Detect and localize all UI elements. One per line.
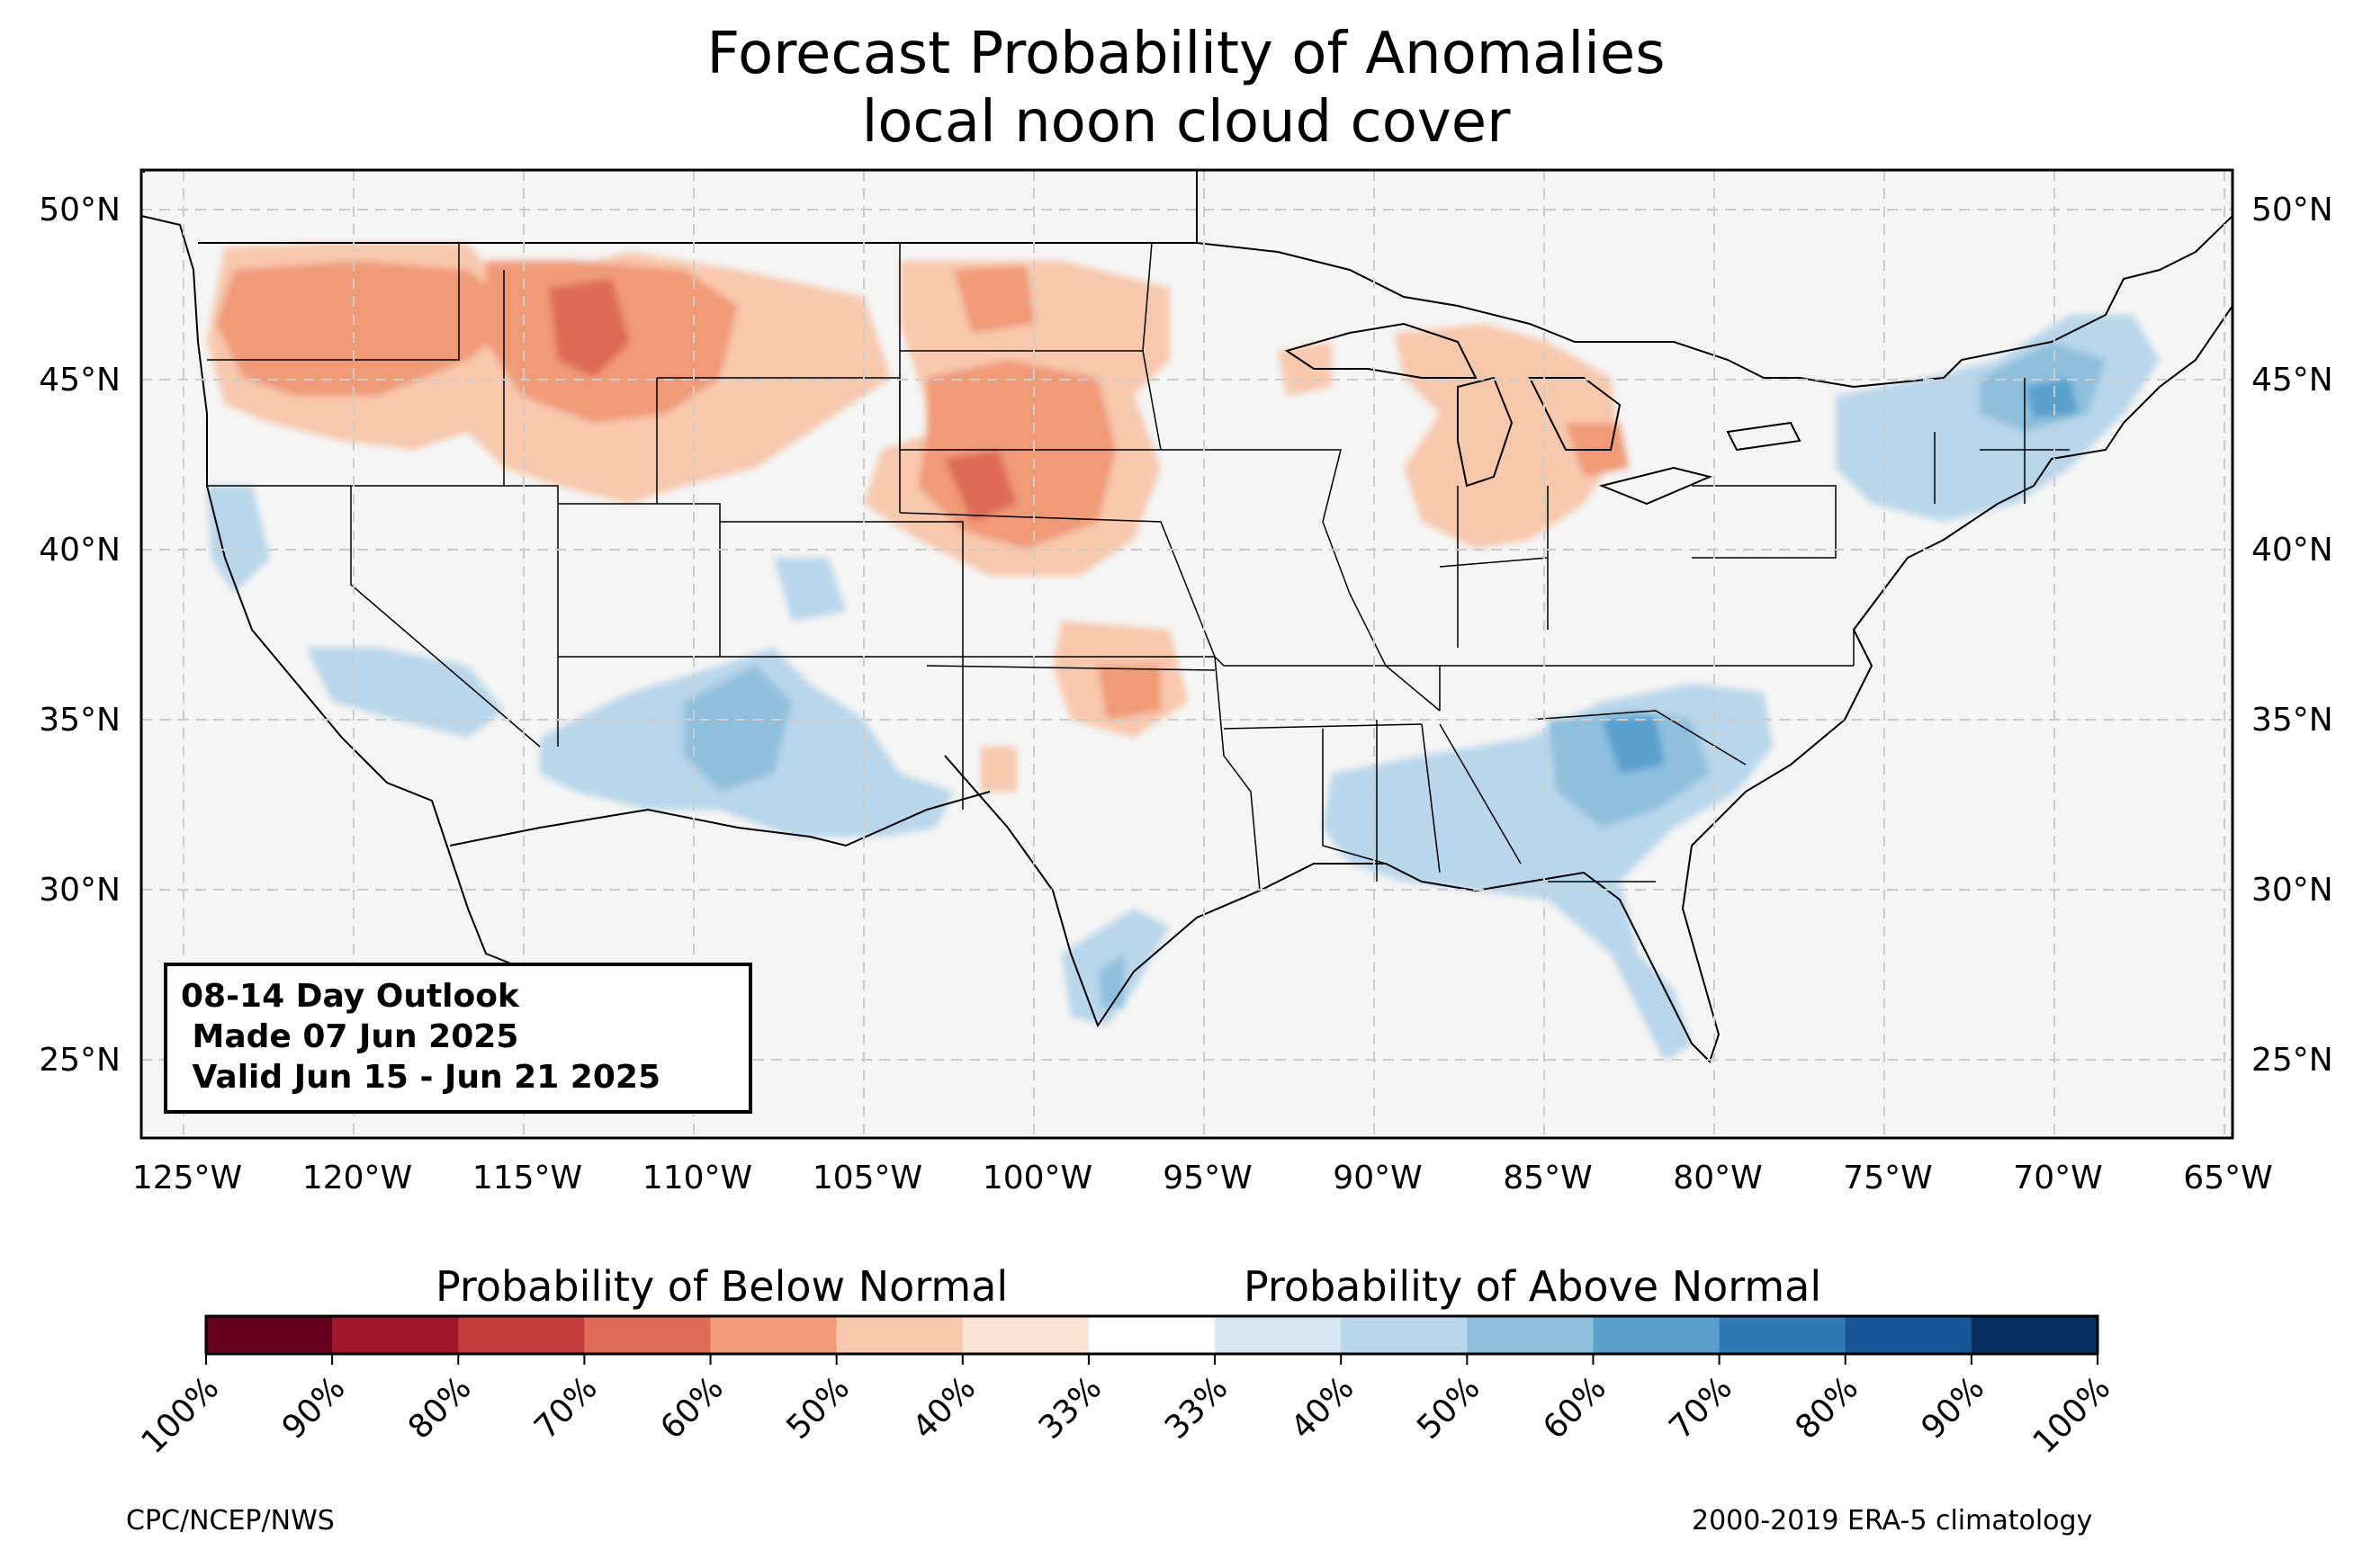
above-region-arizona-core [684, 666, 792, 792]
lon-label-100: 100°W [983, 1160, 1092, 1196]
lat-label-left-40: 40°N [39, 532, 121, 569]
colorbar-tick-label: 80% [401, 1369, 479, 1447]
lat-label-right-50: 50°N [2251, 192, 2333, 228]
map-subtitle: local noon cloud cover [861, 89, 1511, 156]
lon-label-70: 70°W [2013, 1160, 2102, 1196]
lat-label-left-30: 30°N [39, 872, 121, 909]
below-region-pacific-northwest [216, 261, 522, 396]
colorbar [206, 1316, 2098, 1354]
colorbar-segment [1971, 1316, 2098, 1354]
lat-label-right-45: 45°N [2251, 362, 2333, 399]
colorbar-frame [204, 1314, 2099, 1356]
colorbar-tick-label: 100% [2026, 1369, 2118, 1461]
lat-label-right-40: 40°N [2251, 532, 2333, 569]
colorbar-segment [458, 1316, 585, 1354]
colorbar-segment [1719, 1316, 1846, 1354]
above-region-new-england-core [2025, 378, 2079, 418]
colorbar-segment [1215, 1316, 1342, 1354]
colorbar-tick-label: 90% [275, 1369, 353, 1447]
northeast-border [1196, 215, 2233, 389]
colorbar-ticks: 100% 90% 80% 70% 60% 50% 40% 33% 33% 40% 50% 60% 70%… [135, 1354, 2118, 1461]
colorbar-segment [710, 1316, 838, 1354]
lake-huron [1528, 377, 1622, 451]
below-region-core-montana [549, 279, 630, 378]
lon-label-85: 85°W [1503, 1160, 1592, 1196]
colorbar-segment [1088, 1316, 1216, 1354]
lat-label-right-25: 25°N [2251, 1042, 2333, 1079]
lon-label-120: 120°W [302, 1160, 412, 1196]
west-coastline [141, 215, 595, 1089]
lat-label-left-50: 50°N [39, 192, 121, 228]
colorbar-tick-label: 100% [135, 1369, 227, 1461]
colorbar-tick-label: 70% [527, 1369, 605, 1447]
map-title: Forecast Probability of Anomalies [706, 21, 1666, 87]
above-region-northern-california [207, 486, 270, 594]
colorbar-tick-label: 60% [653, 1369, 731, 1447]
lon-label-105: 105°W [813, 1160, 922, 1196]
lon-label-95: 95°W [1163, 1160, 1252, 1196]
lat-label-right-35: 35°N [2251, 702, 2333, 739]
outlook-box: 08-14 Day Outlook Made 07 Jun 2025 Valid… [164, 963, 752, 1114]
colorbar-segment [332, 1316, 459, 1354]
lon-label-90: 90°W [1333, 1160, 1422, 1196]
lake-superior [1284, 322, 1478, 379]
lat-label-left-45: 45°N [39, 362, 121, 399]
anomaly-shading [207, 243, 2160, 1062]
colorbar-tick-label: 70% [1662, 1369, 1739, 1447]
colorbar-segment [1467, 1316, 1594, 1354]
lat-label-right-30: 30°N [2251, 872, 2333, 909]
gridlines [141, 170, 2233, 1138]
colorbar-segment [584, 1316, 712, 1354]
lon-label-80: 80°W [1673, 1160, 1762, 1196]
footer-climatology: 2000-2019 ERA-5 climatology [1692, 1505, 2093, 1537]
outlook-type: 08-14 Day Outlook [181, 978, 520, 1015]
below-region-oklahoma [1098, 666, 1161, 720]
east-and-gulf-coastline [944, 305, 2233, 1063]
colorbar-segment [836, 1316, 964, 1354]
legend-below-label: Probability of Below Normal [436, 1262, 1009, 1311]
lon-label-65: 65°W [2183, 1160, 2272, 1196]
lat-label-left-35: 35°N [39, 702, 121, 739]
legend-above-label: Probability of Above Normal [1244, 1262, 1822, 1311]
mexico-border [449, 791, 991, 847]
colorbar-segment [1593, 1316, 1721, 1354]
outlook-valid-dates: Valid Jun 15 - Jun 21 2025 [181, 1059, 660, 1096]
colorbar-tick-label: 40% [906, 1369, 984, 1447]
lon-label-125: 125°W [132, 1160, 242, 1196]
outlook-box-frame [164, 963, 752, 1114]
footer-source: CPC/NCEP/NWS [126, 1505, 335, 1537]
lat-label-left-25: 25°N [39, 1042, 121, 1079]
lon-label-110: 110°W [642, 1160, 752, 1196]
map-frame [139, 168, 2234, 1140]
lon-label-115: 115°W [472, 1160, 582, 1196]
above-region-sc-core [1602, 715, 1665, 774]
colorbar-segment [962, 1316, 1090, 1354]
lake-ontario [1726, 421, 1801, 452]
outlook-made-date: Made 07 Jun 2025 [181, 1018, 518, 1055]
colorbar-tick-label: 50% [779, 1369, 857, 1447]
colorbar-segment [206, 1316, 333, 1354]
colorbar-tick-label: 80% [1789, 1369, 1866, 1447]
axis-labels: 50°N 45°N 40°N 35°N 30°N 25°N 50°N 45°N … [39, 192, 2333, 1196]
colorbar-tick-label: 90% [1915, 1369, 1992, 1447]
above-region-utah-colorado [774, 558, 846, 621]
coastlines-and-borders [141, 171, 2233, 1089]
colorbar-segment [1845, 1316, 1972, 1354]
colorbar-tick-label: 33% [1032, 1369, 1110, 1447]
lon-label-75: 75°W [1843, 1160, 1932, 1196]
colorbar-tick-label: 33% [1158, 1369, 1235, 1447]
state-borders [207, 242, 2070, 892]
below-region-core-nebraska [945, 450, 1017, 522]
colorbar-tick-label: 50% [1410, 1369, 1487, 1447]
above-region-central-california [306, 648, 504, 738]
below-region-minnesota [1278, 342, 1332, 396]
colorbar-tick-label: 40% [1284, 1369, 1361, 1447]
below-region-texas-panhandle [981, 747, 1017, 792]
below-region-north-dakota [954, 265, 1035, 333]
colorbar-tick-label: 60% [1536, 1369, 1613, 1447]
colorbar-segment [1341, 1316, 1468, 1354]
lake-michigan [1457, 376, 1514, 488]
lake-erie [1598, 466, 1713, 506]
